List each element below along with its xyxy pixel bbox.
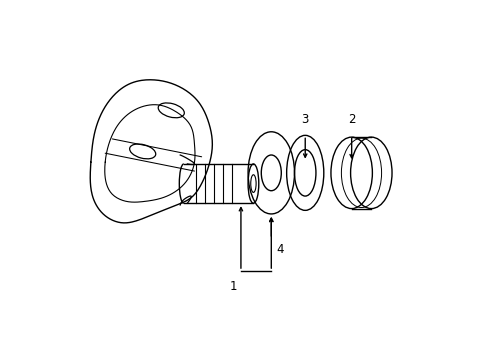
Text: 2: 2 <box>347 113 355 126</box>
Text: 3: 3 <box>301 113 308 126</box>
Text: 4: 4 <box>276 243 284 256</box>
Text: 1: 1 <box>229 280 237 293</box>
